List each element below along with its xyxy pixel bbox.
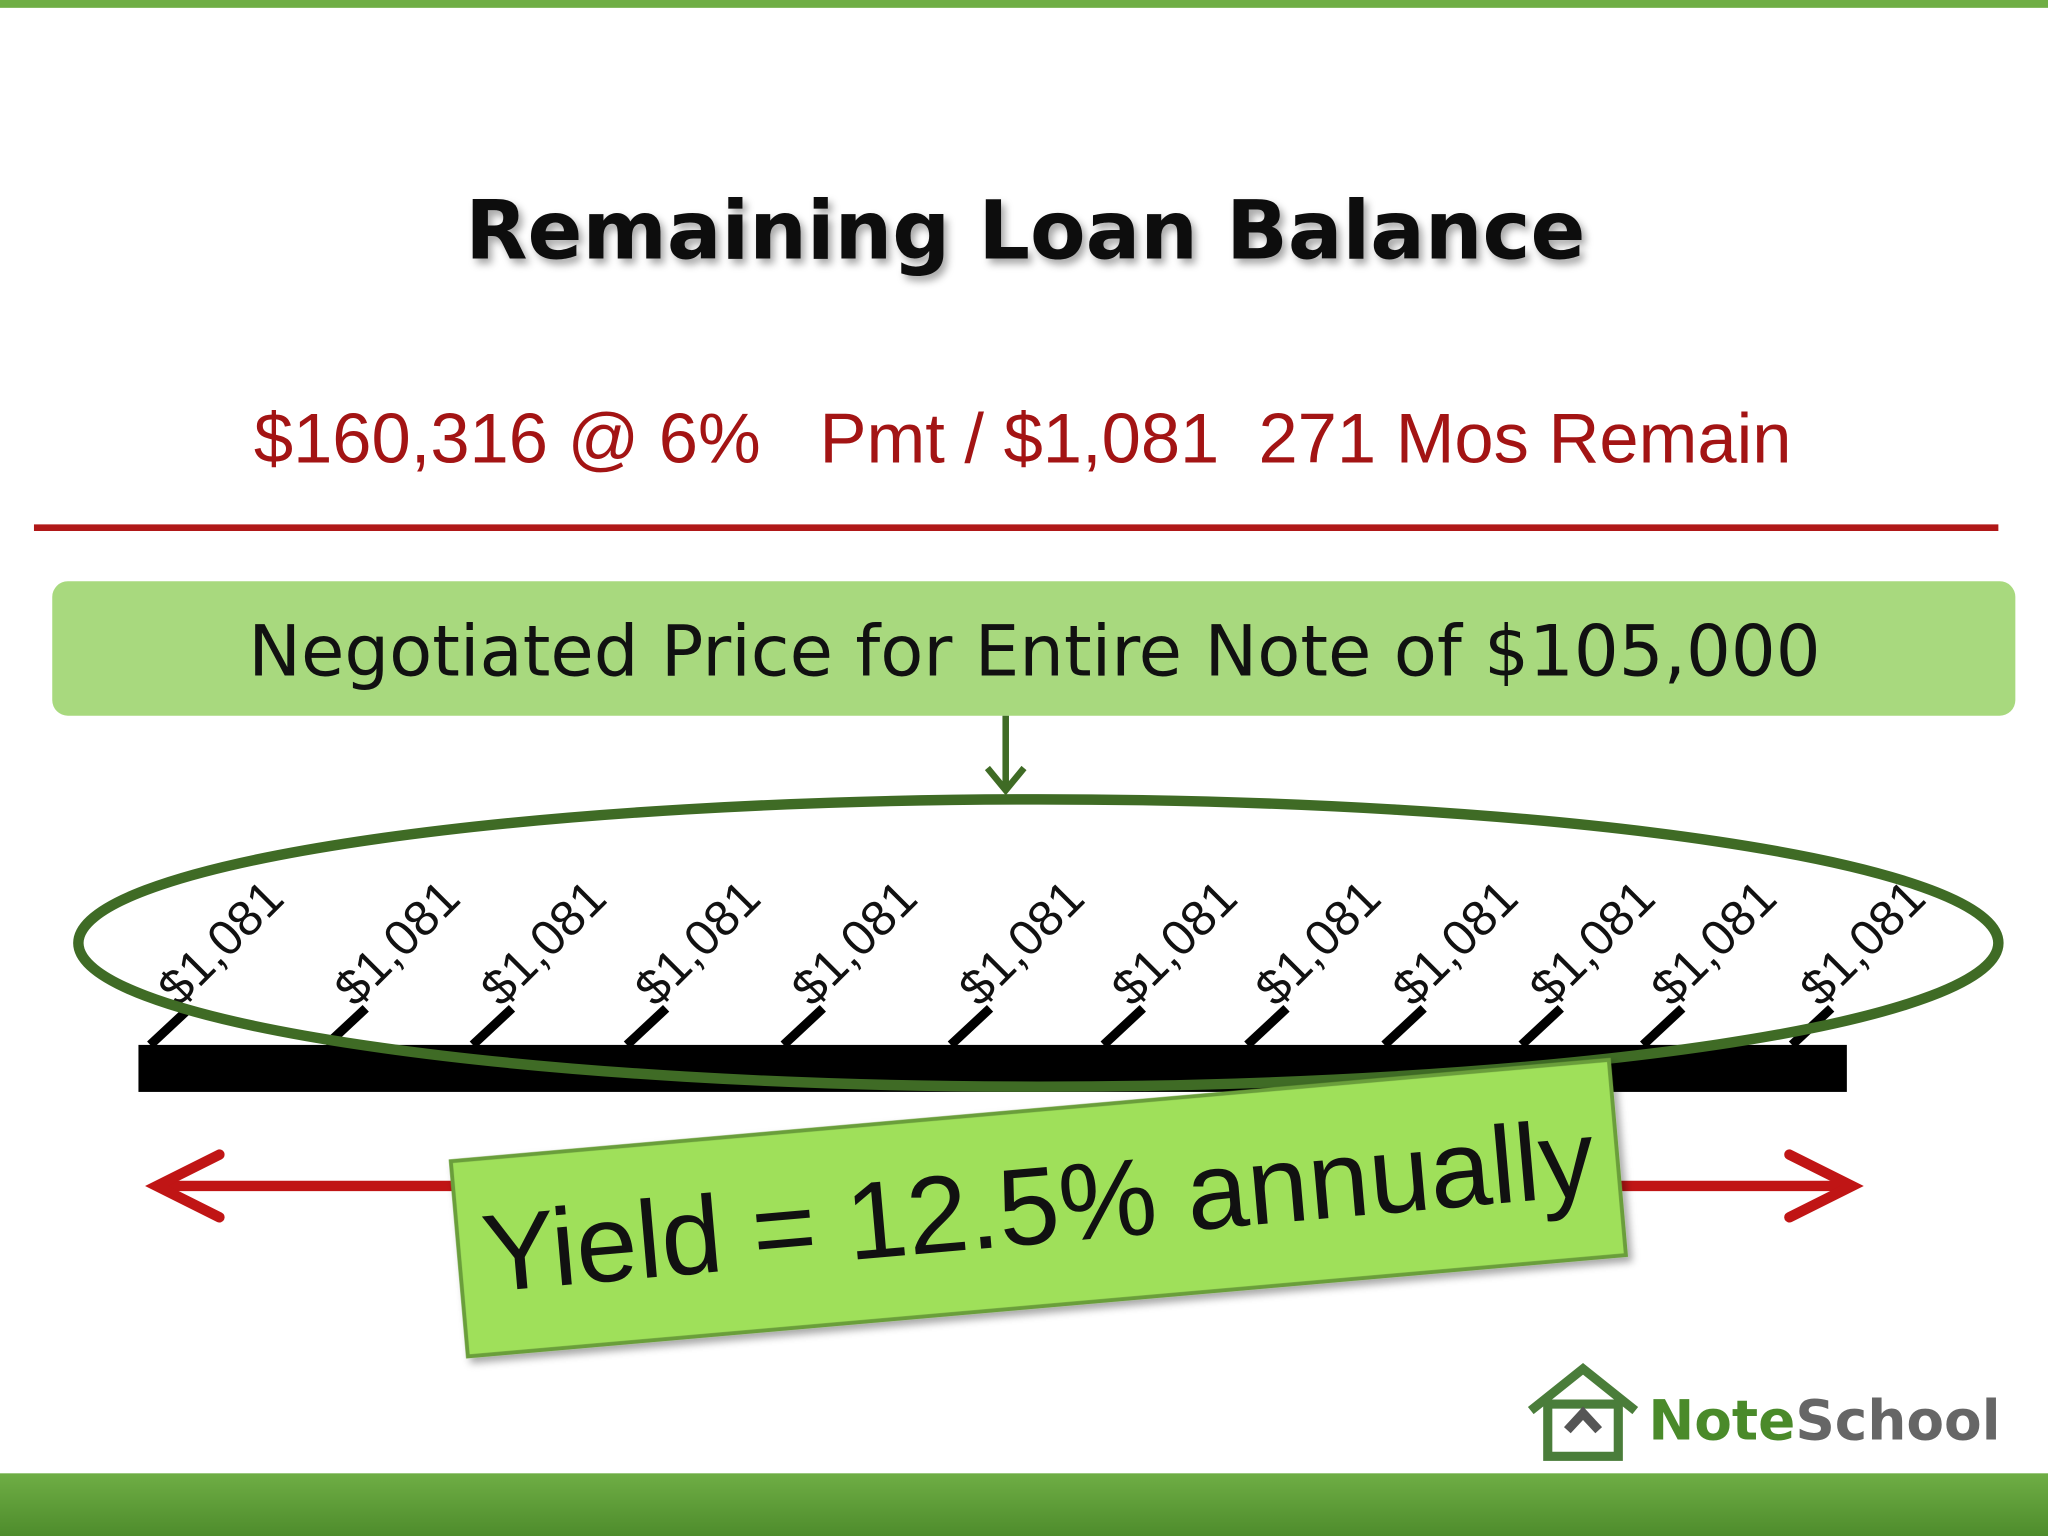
- payment-tick: [469, 1004, 516, 1049]
- payment-label: $1,081: [1101, 869, 1248, 1016]
- logo-text: NoteSchool: [1648, 1388, 2000, 1452]
- payments-oval: [73, 794, 2004, 1092]
- yield-box: [448, 1057, 1629, 1359]
- payment-label: $1,081: [1789, 869, 1936, 1016]
- yield-callout: Yield = 12.5% annually: [448, 1057, 1629, 1359]
- payment-tick: [1244, 1004, 1290, 1049]
- payment-tick: [1100, 1004, 1146, 1049]
- payment-label: $1,081: [1519, 869, 1666, 1016]
- payment-tick: [780, 1004, 826, 1049]
- price-box: [52, 581, 2016, 716]
- payment-label: $1,081: [1381, 869, 1528, 1016]
- payment-label: $1,081: [781, 869, 928, 1016]
- top-stripe: [0, 0, 2048, 8]
- payment-label: $1,081: [1640, 869, 1787, 1016]
- down-arrow: [984, 715, 1027, 796]
- title: Remaining Loan Balance: [465, 185, 1585, 279]
- payment-tick: [1381, 1004, 1427, 1049]
- payment-tick: [1639, 1004, 1686, 1049]
- logo-icon: [1527, 1362, 1639, 1461]
- payment-label: $1,081: [147, 869, 294, 1016]
- bottom-stripe: [0, 1473, 2048, 1536]
- loan-terms: $160,316 @ 6% Pmt / $1,081 271 Mos Remai…: [254, 398, 1792, 477]
- payment-label: $1,081: [948, 869, 1095, 1016]
- payment-tick: [147, 1004, 193, 1049]
- payment-tick: [947, 1004, 994, 1049]
- price-text: Negotiated Price for Entire Note of $105…: [248, 610, 1820, 692]
- payment-label: $1,081: [470, 869, 617, 1016]
- logo-school: School: [1795, 1388, 2000, 1452]
- payment-tick: [623, 1004, 670, 1049]
- payment-label: $1,081: [1244, 869, 1391, 1016]
- payment-tick: [1518, 1004, 1564, 1049]
- payment-label: $1,081: [624, 869, 771, 1016]
- logo-note: Note: [1648, 1388, 1795, 1452]
- logo: NoteSchool: [1527, 1362, 2001, 1461]
- payment-label: $1,081: [323, 869, 470, 1016]
- payments: $1,081 $1,081 $1,081 $1,081 $1,081 $1,081 $1,0…: [147, 869, 1936, 1049]
